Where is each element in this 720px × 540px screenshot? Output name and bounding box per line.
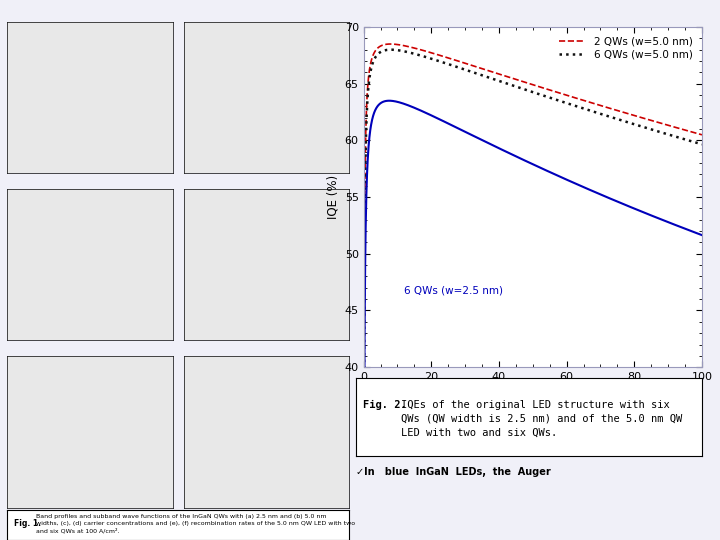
Line: 2 QWs (w=5.0 nm): 2 QWs (w=5.0 nm) <box>364 44 702 540</box>
Text: 6 QWs (w=2.5 nm): 6 QWs (w=2.5 nm) <box>404 286 503 295</box>
2 QWs (w=5.0 nm) <box>698 132 706 138</box>
6 QWs (w=5.0 nm) <box>626 120 634 126</box>
6 QWs (w=5.0 nm) <box>698 141 706 147</box>
6 QWs (w=2.5 nm) <box>524 159 533 165</box>
2 QWs (w=5.0 nm) <box>688 129 697 136</box>
6 QWs (w=2.5 nm) <box>688 228 697 235</box>
6 QWs (w=5.0 nm) <box>688 138 697 145</box>
2 QWs (w=5.0 nm) <box>524 80 533 86</box>
X-axis label: Current density (A/cm²): Current density (A/cm²) <box>463 388 603 401</box>
Y-axis label: IQE (%): IQE (%) <box>326 175 339 219</box>
Text: Fig. 1.: Fig. 1. <box>14 519 41 528</box>
6 QWs (w=2.5 nm) <box>688 228 696 235</box>
6 QWs (w=5.0 nm) <box>515 84 523 91</box>
Text: ✓In   blue  InGaN  LEDs,  the  Auger: ✓In blue InGaN LEDs, the Auger <box>356 467 551 477</box>
Line: 6 QWs (w=2.5 nm): 6 QWs (w=2.5 nm) <box>364 100 702 540</box>
Text: Band profiles and subband wave functions of the InGaN QWs with (a) 2.5 nm and (b: Band profiles and subband wave functions… <box>36 514 356 533</box>
6 QWs (w=2.5 nm) <box>515 155 523 161</box>
6 QWs (w=5.0 nm) <box>387 46 395 53</box>
2 QWs (w=5.0 nm) <box>626 111 634 118</box>
6 QWs (w=2.5 nm) <box>385 97 394 104</box>
2 QWs (w=5.0 nm) <box>515 77 523 84</box>
6 QWs (w=5.0 nm) <box>377 49 385 55</box>
2 QWs (w=5.0 nm) <box>688 129 696 136</box>
6 QWs (w=2.5 nm) <box>377 100 385 106</box>
6 QWs (w=2.5 nm) <box>626 204 634 210</box>
Line: 6 QWs (w=5.0 nm): 6 QWs (w=5.0 nm) <box>364 50 702 540</box>
2 QWs (w=5.0 nm) <box>386 40 395 47</box>
6 QWs (w=5.0 nm) <box>524 87 533 94</box>
6 QWs (w=2.5 nm) <box>698 232 706 238</box>
2 QWs (w=5.0 nm) <box>377 43 385 49</box>
Text: IQEs of the original LED structure with six
QWs (QW width is 2.5 nm) and of the : IQEs of the original LED structure with … <box>401 400 683 438</box>
Text: Fig. 2.: Fig. 2. <box>364 400 407 410</box>
Legend: 2 QWs (w=5.0 nm), 6 QWs (w=5.0 nm): 2 QWs (w=5.0 nm), 6 QWs (w=5.0 nm) <box>555 32 697 64</box>
6 QWs (w=5.0 nm) <box>688 138 696 145</box>
